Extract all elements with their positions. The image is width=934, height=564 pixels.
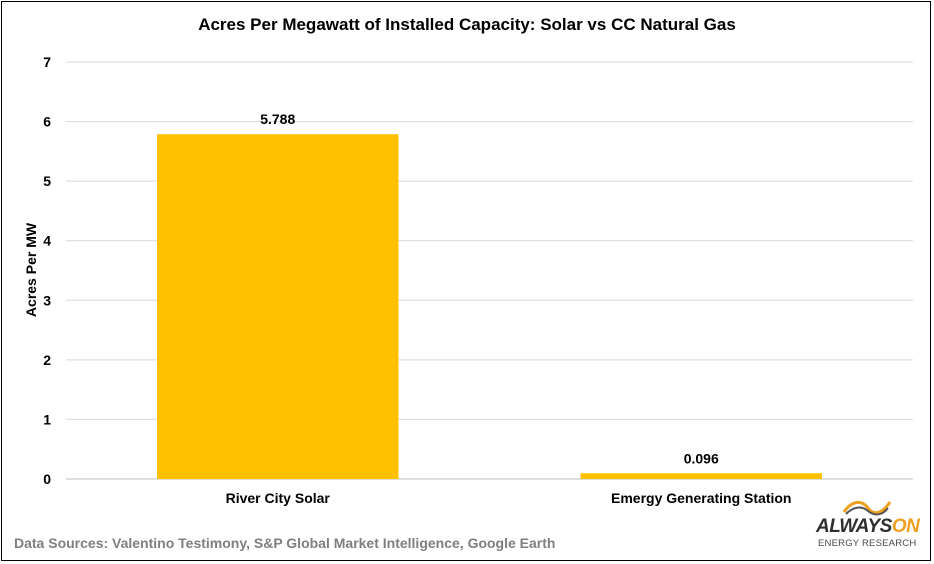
x-tick-label: Emergy Generating Station	[611, 490, 791, 506]
logo-swoosh-icon	[842, 501, 892, 516]
y-tick-label: 5	[43, 173, 51, 189]
y-tick-label: 2	[43, 352, 51, 368]
x-tick-labels: River City Solar Emergy Generating Statio…	[226, 490, 792, 506]
alwayson-logo: ALWAYSON ENERGY RESEARCH	[812, 498, 922, 554]
bar	[580, 473, 822, 479]
y-tick-label: 3	[43, 292, 51, 308]
y-tick-label: 7	[43, 54, 51, 70]
data-labels: 5.788 0.096	[260, 111, 719, 466]
logo-subtitle: ENERGY RESEARCH	[818, 538, 917, 549]
logo-brand-part-2: ON	[891, 516, 920, 537]
data-source-note: Data Sources: Valentino Testimony, S&P G…	[14, 535, 556, 551]
bars	[157, 134, 822, 480]
y-tick-label: 1	[43, 411, 51, 427]
y-tick-label: 4	[43, 233, 51, 249]
logo-wordmark: ALWAYSON	[816, 516, 920, 538]
y-tick-label: 0	[43, 471, 51, 487]
logo-brand-part-1: ALWAYS	[816, 516, 892, 537]
chart-title: Acres Per Megawatt of Installed Capacity…	[198, 15, 736, 34]
bar	[157, 134, 399, 480]
y-tick-labels: 0 1 2 3 4 5 6 7	[43, 54, 51, 487]
data-label: 0.096	[684, 450, 719, 466]
y-axis-label: Acres Per MW	[23, 222, 39, 317]
data-label: 5.788	[260, 111, 295, 127]
y-tick-label: 6	[43, 114, 51, 130]
x-tick-label: River City Solar	[226, 490, 331, 506]
